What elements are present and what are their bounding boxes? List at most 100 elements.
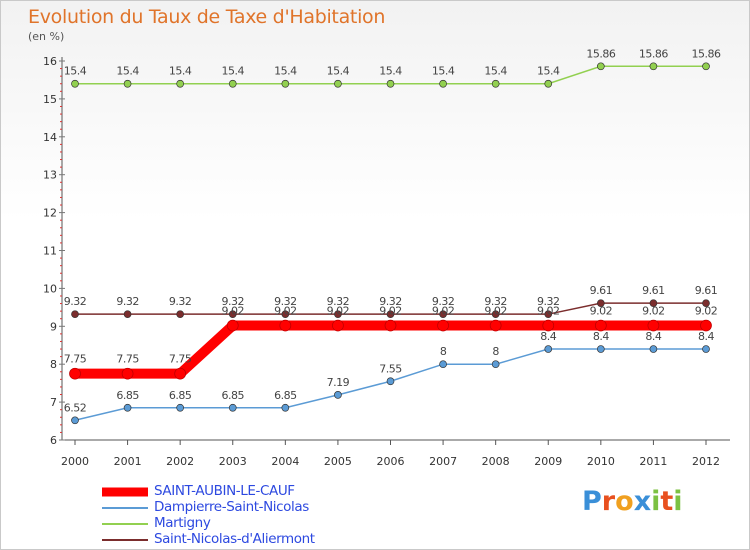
series-2-point: [123, 79, 132, 88]
x-tick-label: 2012: [692, 455, 720, 468]
logo-letter: i: [673, 486, 683, 517]
series-0-point: [384, 319, 397, 332]
series-1-point: [176, 403, 185, 412]
series-3-value-label: 9.32: [327, 295, 350, 308]
x-tick-label: 2011: [639, 455, 667, 468]
x-tick-label: 2004: [271, 455, 299, 468]
series-0-value-label: 7.75: [64, 353, 87, 366]
series-2-point: [491, 79, 500, 88]
x-tick-label: 2007: [429, 455, 457, 468]
series-0-point: [594, 319, 607, 332]
series-3-value-label: 9.32: [64, 295, 87, 308]
series-0-point: [226, 319, 239, 332]
series-3-point: [71, 310, 79, 319]
series-0-point: [647, 319, 660, 332]
chart-axes: 6 7 8 9 10 11 12 13 14 15 16 2000 2001 2002 2003 2004 20…: [43, 55, 730, 468]
series-3-value-label: 9.32: [169, 295, 192, 308]
series-3-point: [649, 299, 658, 308]
series-0-point: [279, 319, 292, 332]
series-3-value-label: 9.32: [222, 295, 245, 308]
x-tick-label: 2009: [534, 455, 562, 468]
x-tick-label: 2001: [114, 455, 142, 468]
logo-letter: r: [601, 486, 616, 517]
series-2-point: [281, 79, 290, 88]
series-3-point: [281, 310, 290, 319]
series-3-point: [544, 310, 553, 319]
logo-letter: t: [660, 486, 674, 517]
series-1-value-label: 8.4: [593, 330, 609, 343]
legend-label-saint-nicolas: Saint-Nicolas-d'Aliermont: [154, 531, 315, 547]
series-0-value-label: 7.75: [116, 353, 139, 366]
series-1-point: [649, 345, 658, 353]
series-1-point: [123, 403, 132, 412]
series-0-point: [174, 367, 187, 380]
series-0-value-label: 9.02: [484, 305, 507, 318]
y-tick-label: 13: [43, 169, 57, 182]
y-tick-label: 16: [43, 55, 57, 68]
legend-label-saint-aubin: SAINT-AUBIN-LE-CAUF: [154, 483, 295, 499]
x-tick-label: 2002: [166, 455, 194, 468]
series-1-point: [71, 416, 79, 425]
series-0-value-label: 9.02: [327, 305, 350, 318]
series-1-value-label: 8: [492, 345, 499, 358]
series-3-point: [439, 310, 447, 319]
series-3-point: [176, 310, 185, 319]
series-2-value-label: 15.4: [432, 65, 455, 78]
y-tick-label: 10: [43, 282, 57, 295]
series-2-value-label: 15.4: [537, 65, 560, 78]
series-1-value-label: 6.52: [64, 401, 87, 414]
y-axis-unit: (en %): [28, 30, 65, 43]
chart-value-labels: 15.4 15.4 15.4 15.4 15.4 15.4 15.4 15.4 15.4 15.4…: [64, 47, 722, 414]
y-tick-label: 11: [43, 245, 57, 258]
series-1-value-label: 8: [440, 345, 447, 358]
series-2-point: [386, 79, 395, 88]
line-chart: 6 7 8 9 10 11 12 13 14 15 16 2000 2001 2002 2003 2004 20…: [43, 47, 730, 468]
logo-letter: x: [633, 486, 652, 517]
series-0-value-label: 9.02: [432, 305, 455, 318]
series-2-value-label: 15.4: [169, 65, 192, 78]
x-tick-label: 2003: [219, 455, 247, 468]
series-3-point: [228, 310, 237, 319]
series-1-point: [439, 360, 447, 369]
series-1-point: [702, 345, 710, 353]
logo-letter: o: [615, 486, 634, 517]
series-2-point: [702, 62, 710, 71]
series-2-value-label: 15.4: [274, 65, 297, 78]
series-3-value-label: 9.32: [274, 295, 297, 308]
logo-letter: P: [582, 486, 602, 517]
series-0-point: [437, 319, 449, 332]
y-tick-label: 14: [43, 131, 57, 144]
series-2-value-label: 15.86: [639, 47, 668, 60]
legend-swatch-dampierre: [102, 507, 148, 509]
legend-label-dampierre: Dampierre-Saint-Nicolas: [154, 499, 309, 515]
series-2-value-label: 15.4: [116, 65, 139, 78]
series-2-point: [71, 79, 79, 88]
series-2-value-label: 15.4: [484, 65, 507, 78]
series-0-value-label: 7.75: [169, 353, 192, 366]
series-0-value-label: 9.02: [222, 305, 245, 318]
series-1-value-label: 6.85: [116, 389, 139, 402]
series-0-value-label: 9.02: [537, 305, 560, 318]
y-tick-label: 6: [50, 434, 57, 447]
legend-swatch-saint-nicolas: [102, 539, 148, 541]
series-0-value-label: 9.02: [590, 305, 613, 318]
series-3-value-label: 9.32: [379, 295, 402, 308]
series-2-point: [596, 62, 605, 71]
series-0-point: [332, 319, 344, 332]
logo-letter: i: [651, 486, 661, 517]
series-1-value-label: 7.55: [379, 362, 402, 375]
series-0-value-label: 9.02: [379, 305, 402, 318]
series-2-value-label: 15.86: [692, 47, 721, 60]
series-2-point: [176, 79, 185, 88]
x-tick-label: 2008: [482, 455, 510, 468]
series-3-point: [334, 310, 342, 319]
series-2-point: [439, 79, 447, 88]
series-3-point: [491, 310, 500, 319]
series-2-value-label: 15.86: [586, 47, 615, 60]
series-0-point: [700, 319, 712, 332]
y-tick-label: 12: [43, 207, 57, 220]
series-3-value-label: 9.61: [695, 284, 718, 297]
series-3-value-label: 9.32: [484, 295, 507, 308]
proxiti-logo: Proxiti: [582, 486, 683, 517]
